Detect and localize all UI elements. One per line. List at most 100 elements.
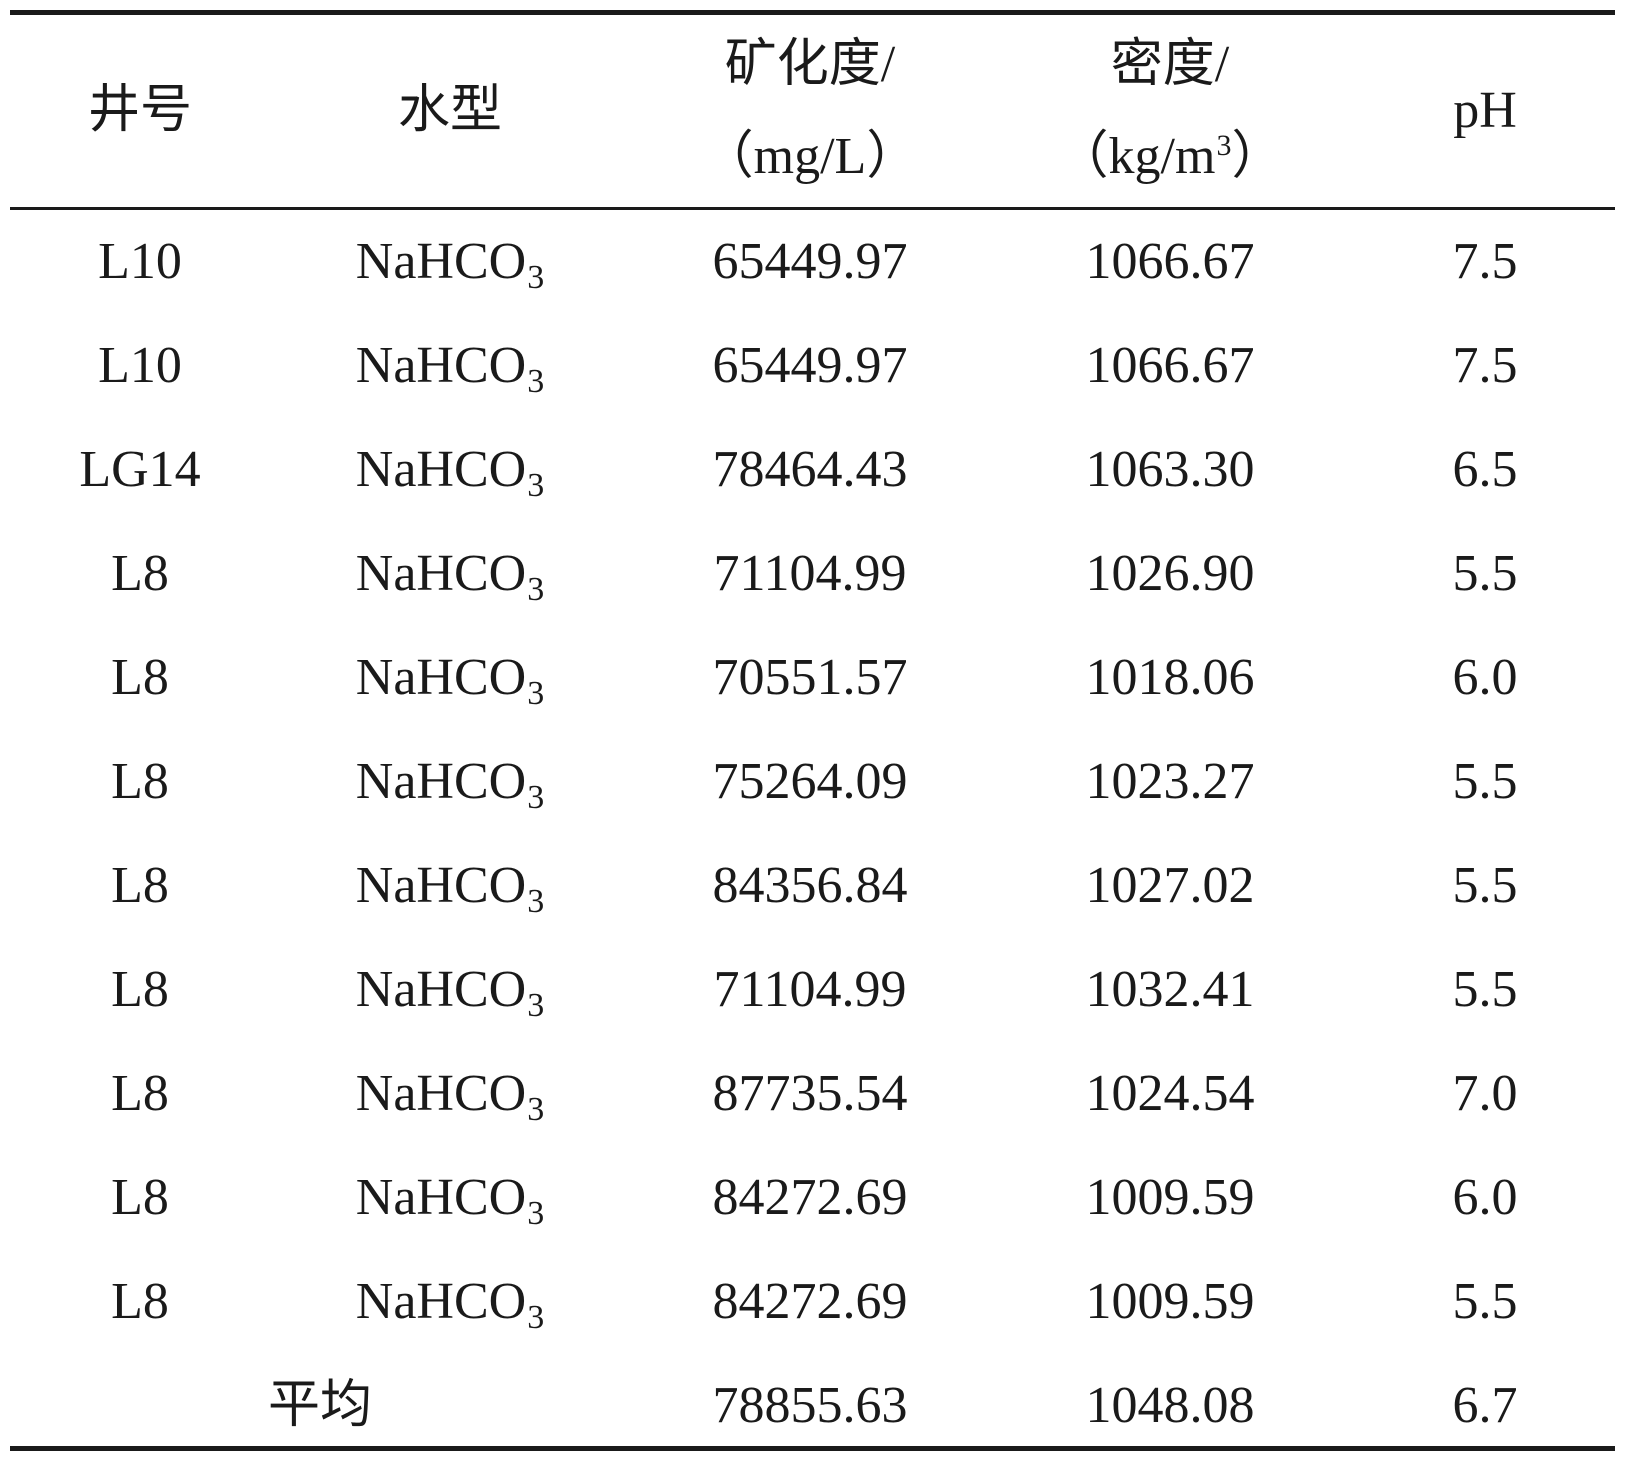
cell-salinity: 84272.69	[712, 1273, 908, 1330]
water-type-formula: NaHCO	[355, 233, 527, 290]
average-density: 1048.08	[1085, 1377, 1255, 1434]
header-well: 井号	[40, 15, 240, 207]
header-density-unit-suffix: ）	[1231, 128, 1284, 185]
cell-well: L10	[98, 233, 182, 290]
water-type-subscript: 3	[527, 987, 545, 1024]
cell-density: 1066.67	[1085, 233, 1255, 290]
cell-well: L8	[111, 545, 169, 602]
cell-ph: 5.5	[1452, 545, 1518, 602]
cell-ph: 5.5	[1452, 961, 1518, 1018]
water-type-formula: NaHCO	[355, 1273, 527, 1330]
average-ph: 6.7	[1452, 1377, 1518, 1434]
header-water-type: 水型	[300, 15, 600, 207]
cell-salinity: 78464.43	[712, 441, 908, 498]
header-density-unit: （kg/m3）	[1057, 131, 1284, 183]
cell-ph: 5.5	[1452, 753, 1518, 810]
cell-density: 1009.59	[1085, 1273, 1255, 1330]
table-row: L8 NaHCO 3 75264.09 1023.27 5.5	[0, 730, 1625, 834]
header-water-type-label: 水型	[397, 82, 502, 139]
top-rule	[10, 10, 1615, 15]
cell-ph: 7.5	[1452, 337, 1518, 394]
water-type-formula: NaHCO	[355, 545, 527, 602]
table-row: LG14 NaHCO 3 78464.43 1063.30 6.5	[0, 418, 1625, 522]
cell-well: L8	[111, 1273, 169, 1330]
water-type-subscript: 3	[527, 363, 545, 400]
water-type-subscript: 3	[527, 883, 545, 920]
cell-salinity: 75264.09	[712, 753, 908, 810]
cell-water-type: NaHCO 3	[300, 314, 600, 418]
cell-water-type: NaHCO 3	[300, 210, 600, 314]
table-row: L8 NaHCO 3 87735.54 1024.54 7.0	[0, 1042, 1625, 1146]
water-type-subscript: 3	[527, 675, 545, 712]
header-ph: pH	[1380, 15, 1590, 207]
cell-salinity: 84356.84	[712, 857, 908, 914]
water-type-subscript: 3	[527, 571, 545, 608]
cell-water-type: NaHCO 3	[300, 1146, 600, 1250]
cell-salinity: 71104.99	[713, 961, 907, 1018]
water-type-formula: NaHCO	[355, 1169, 527, 1226]
table-row: L8 NaHCO 3 84272.69 1009.59 5.5	[0, 1250, 1625, 1354]
cell-ph: 6.0	[1452, 649, 1518, 706]
header-well-label: 井号	[87, 82, 192, 139]
header-ph-label: pH	[1453, 82, 1517, 139]
cell-ph: 7.5	[1452, 233, 1518, 290]
table-row: L8 NaHCO 3 84272.69 1009.59 6.0	[0, 1146, 1625, 1250]
table-row: L8 NaHCO 3 71104.99 1026.90 5.5	[0, 522, 1625, 626]
water-type-subscript: 3	[527, 1299, 545, 1336]
cell-well: L10	[98, 337, 182, 394]
average-row: 平均 78855.63 1048.08 6.7	[0, 1354, 1625, 1458]
cell-density: 1009.59	[1085, 1169, 1255, 1226]
water-type-formula: NaHCO	[355, 337, 527, 394]
bottom-rule	[10, 1446, 1615, 1451]
cell-water-type: NaHCO 3	[300, 418, 600, 522]
table-row: L8 NaHCO 3 71104.99 1032.41 5.5	[0, 938, 1625, 1042]
cell-density: 1027.02	[1085, 857, 1255, 914]
cell-ph: 6.5	[1452, 441, 1518, 498]
table-row: L8 NaHCO 3 84356.84 1027.02 5.5	[0, 834, 1625, 938]
header-density-label: 密度/	[1110, 36, 1230, 93]
water-type-formula: NaHCO	[355, 441, 527, 498]
cell-density: 1018.06	[1085, 649, 1255, 706]
cell-well: LG14	[79, 441, 201, 498]
header-density-unit-sup: 3	[1216, 129, 1232, 162]
water-type-subscript: 3	[527, 467, 545, 504]
average-label: 平均	[267, 1377, 372, 1434]
cell-salinity: 87735.54	[712, 1065, 908, 1122]
cell-water-type: NaHCO 3	[300, 834, 600, 938]
cell-salinity: 71104.99	[713, 545, 907, 602]
cell-water-type: NaHCO 3	[300, 522, 600, 626]
cell-well: L8	[111, 961, 169, 1018]
cell-ph: 5.5	[1452, 857, 1518, 914]
header-density-unit-prefix: （kg/m	[1056, 128, 1216, 185]
table-row: L8 NaHCO 3 70551.57 1018.06 6.0	[0, 626, 1625, 730]
water-type-subscript: 3	[527, 1195, 545, 1232]
header-salinity: 矿化度/ （mg/L）	[660, 15, 960, 207]
table-header: 井号 水型 矿化度/ （mg/L） 密度/ （kg/m3） pH	[0, 15, 1625, 207]
cell-water-type: NaHCO 3	[300, 626, 600, 730]
header-density: 密度/ （kg/m3）	[1020, 15, 1320, 207]
cell-salinity: 84272.69	[712, 1169, 908, 1226]
cell-well: L8	[111, 1065, 169, 1122]
water-type-formula: NaHCO	[355, 961, 527, 1018]
cell-water-type: NaHCO 3	[300, 730, 600, 834]
cell-well: L8	[111, 1169, 169, 1226]
cell-salinity: 65449.97	[712, 337, 908, 394]
cell-ph: 7.0	[1452, 1065, 1518, 1122]
cell-density: 1032.41	[1085, 961, 1255, 1018]
header-salinity-label: 矿化度/	[724, 36, 896, 93]
water-type-formula: NaHCO	[355, 857, 527, 914]
water-type-formula: NaHCO	[355, 753, 527, 810]
cell-water-type: NaHCO 3	[300, 938, 600, 1042]
water-type-formula: NaHCO	[355, 1065, 527, 1122]
cell-density: 1026.90	[1085, 545, 1255, 602]
cell-well: L8	[111, 753, 169, 810]
cell-well: L8	[111, 649, 169, 706]
cell-water-type: NaHCO 3	[300, 1250, 600, 1354]
cell-density: 1063.30	[1085, 441, 1255, 498]
water-type-subscript: 3	[527, 259, 545, 296]
table-row: L10 NaHCO 3 65449.97 1066.67 7.5	[0, 314, 1625, 418]
cell-density: 1024.54	[1085, 1065, 1255, 1122]
header-rule	[10, 207, 1615, 210]
water-type-formula: NaHCO	[355, 649, 527, 706]
cell-density: 1023.27	[1085, 753, 1255, 810]
